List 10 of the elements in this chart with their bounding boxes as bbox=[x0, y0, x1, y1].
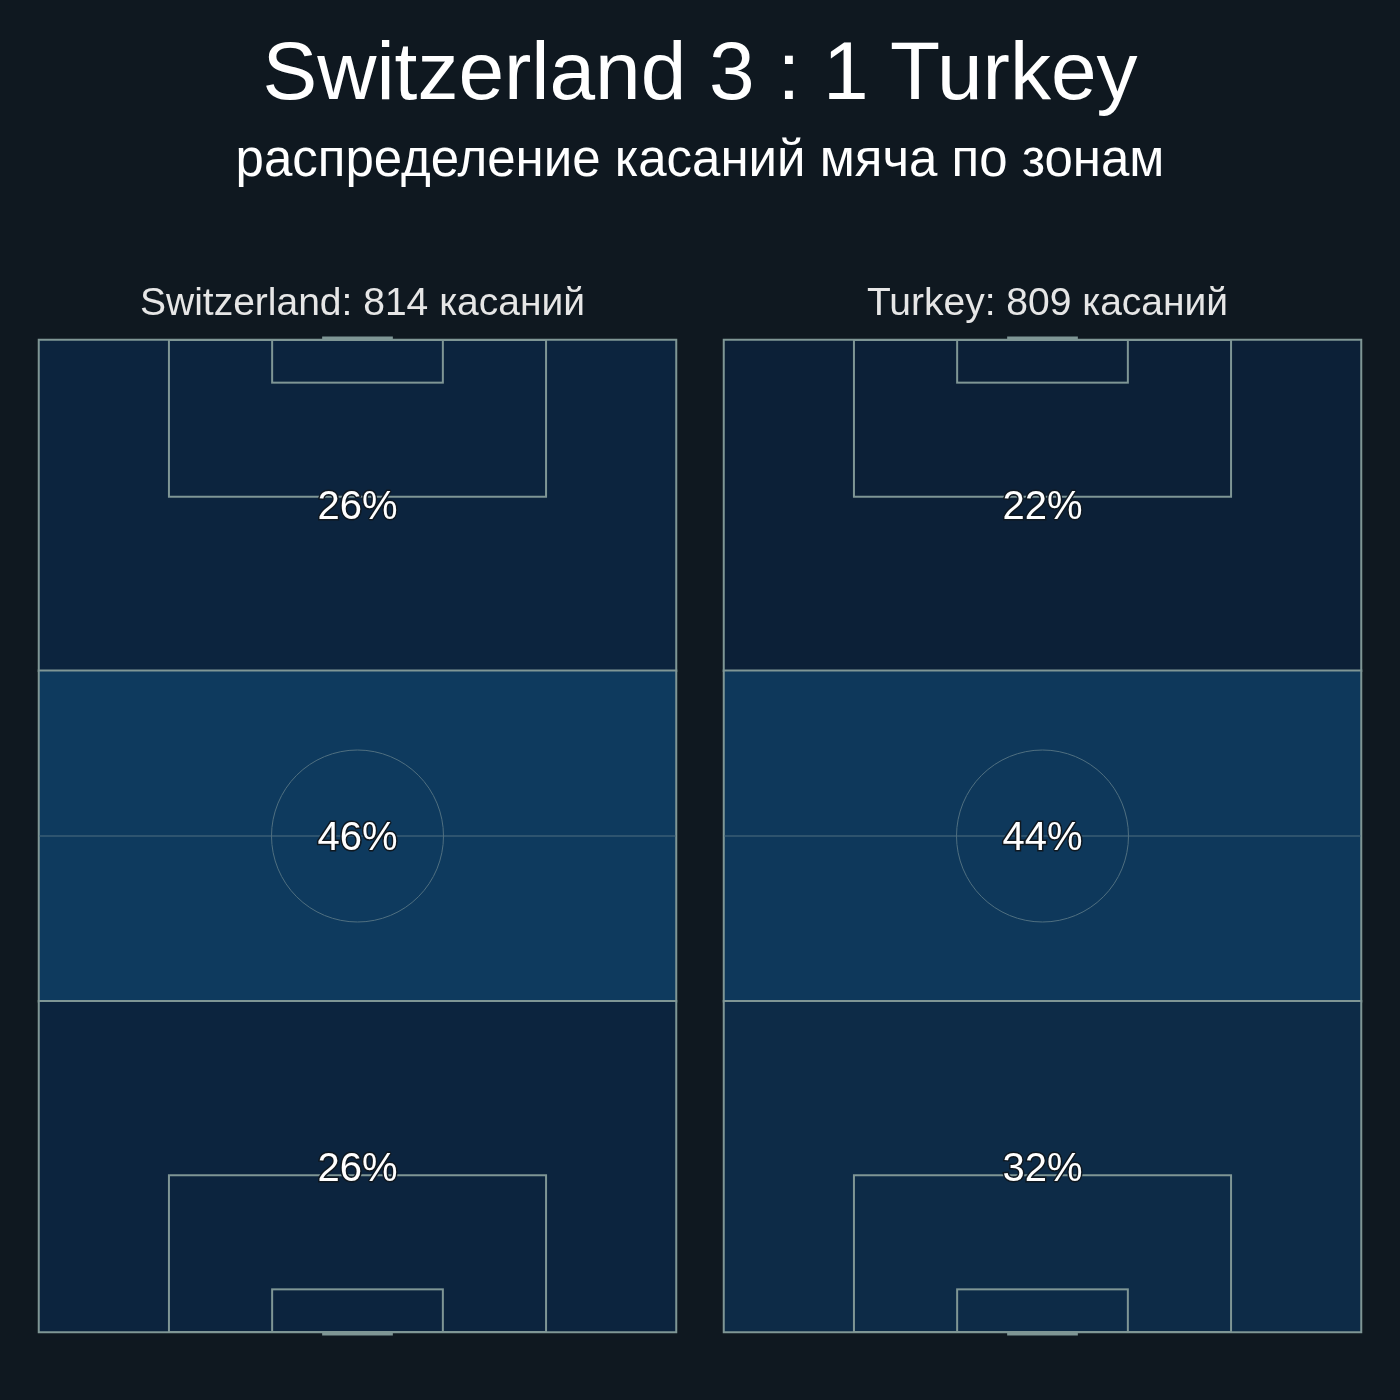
data-label: 46% bbox=[317, 814, 398, 858]
text: Switzerland 3 : 1 Turkey bbox=[262, 24, 1138, 116]
text: Switzerland: 814 касаний bbox=[139, 280, 586, 323]
data-label: 26% bbox=[317, 1144, 398, 1189]
data-label: 44% bbox=[1002, 814, 1083, 858]
data-label: 32% bbox=[1002, 1144, 1083, 1189]
text: Turkey: 809 касаний bbox=[866, 280, 1229, 323]
text: распределение касаний мяча по зонам bbox=[235, 130, 1165, 187]
data-label: 22% bbox=[1002, 483, 1083, 528]
data-label: 26% bbox=[317, 483, 398, 528]
